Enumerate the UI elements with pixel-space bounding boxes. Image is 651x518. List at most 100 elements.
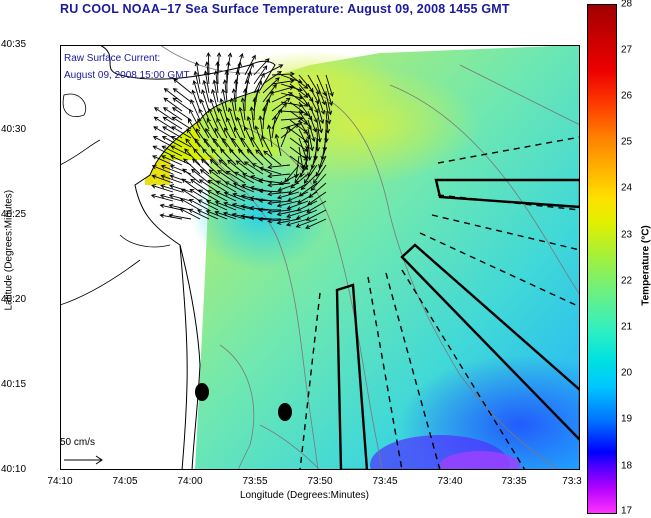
current-vector-arrow	[325, 83, 333, 106]
current-vector-arrow	[289, 74, 308, 89]
current-vector-head	[262, 106, 267, 111]
current-vector-arrow	[298, 146, 304, 169]
colorbar-tick: 27	[621, 44, 633, 56]
current-vector-head	[181, 178, 187, 183]
current-vector-head	[267, 209, 272, 215]
current-vector-head	[226, 117, 231, 123]
current-vector-arrow	[154, 107, 174, 121]
current-vector-arrow	[202, 148, 219, 166]
current-vector-arrow	[191, 90, 201, 112]
current-vector-head	[168, 193, 174, 199]
current-vector-head	[247, 70, 252, 76]
y-tick: 40:15	[1, 379, 27, 390]
current-vector-arrow	[296, 218, 318, 228]
current-vector-head	[184, 148, 189, 154]
current-vector-arrow	[220, 98, 228, 121]
current-vector-head	[242, 173, 248, 178]
current-vector-arrow	[325, 110, 329, 133]
colorbar-tick: 22	[621, 275, 633, 287]
current-vector-head	[250, 175, 256, 180]
current-legend-line1: Raw Surface Current:	[64, 53, 161, 64]
current-vector-head	[172, 97, 178, 102]
current-vector-head	[191, 89, 196, 95]
current-vector-head	[249, 185, 255, 191]
current-vector-head	[203, 70, 209, 76]
current-vector-arrow	[214, 128, 228, 148]
current-vector-head	[249, 62, 254, 68]
map-title: RU COOL NOAA–17 Sea Surface Temperature:…	[60, 2, 510, 16]
current-vector-arrow	[238, 149, 255, 166]
current-vector-arrow	[305, 218, 327, 229]
current-vector-head	[310, 186, 316, 191]
current-vector-head	[249, 215, 254, 221]
current-vector-head	[215, 61, 220, 66]
current-vector-arrow	[307, 137, 311, 160]
current-vector-arrow	[180, 208, 201, 220]
current-vector-arrow	[190, 179, 210, 193]
current-vector-arrow	[268, 125, 273, 148]
current-vector-head	[186, 128, 191, 134]
x-tick: 74:00	[177, 476, 203, 487]
current-vector-head	[151, 164, 157, 170]
current-vector-head	[233, 79, 239, 84]
current-vector-arrow	[284, 164, 300, 183]
current-vector-arrow	[218, 159, 237, 175]
current-vector-arrow	[197, 118, 210, 139]
current-vector-head	[205, 127, 210, 133]
current-vector-head	[317, 137, 322, 143]
current-vector-head	[214, 127, 219, 133]
current-vector-head	[153, 126, 159, 131]
current-vector-head	[321, 100, 326, 106]
current-vector-head	[262, 65, 268, 71]
current-vector-arrow	[161, 175, 183, 184]
current-vector-head	[168, 203, 174, 209]
x-tick: 73:50	[307, 476, 333, 487]
current-vector-arrow	[207, 190, 228, 202]
current-vector-head	[267, 182, 272, 188]
current-vector-arrow	[244, 161, 264, 175]
current-vector-arrow	[316, 119, 321, 142]
current-vector-arrow	[286, 209, 309, 218]
current-vector-arrow	[193, 148, 210, 166]
current-vector-arrow	[210, 159, 228, 175]
current-vector-head	[193, 148, 198, 154]
current-vector-head	[255, 149, 260, 154]
current-vector-arrow	[244, 126, 255, 148]
current-vector-head	[206, 117, 211, 123]
current-vector-head	[235, 70, 241, 75]
current-vector-arrow	[191, 168, 210, 184]
current-vector-head	[278, 64, 284, 69]
colorbar-tick: 20	[621, 367, 633, 379]
current-vector-arrow	[189, 109, 201, 130]
current-vector-arrow	[246, 149, 264, 166]
current-vector-head	[171, 107, 177, 112]
current-vector-head	[240, 213, 246, 219]
current-vector-arrow	[261, 136, 273, 157]
current-vector-arrow	[194, 71, 201, 94]
current-vector-head	[193, 70, 199, 76]
current-vector-head	[232, 192, 238, 198]
current-vector-arrow	[153, 126, 174, 139]
current-vector-head	[251, 163, 257, 168]
current-vector-arrow	[250, 137, 264, 157]
current-vector-head	[180, 188, 186, 193]
current-vector-arrow	[227, 159, 246, 175]
current-vector-head	[206, 52, 211, 57]
current-vector-arrow	[163, 97, 183, 112]
current-vector-head	[227, 159, 232, 165]
current-vector-head	[221, 137, 227, 143]
current-vector-arrow	[169, 184, 192, 193]
current-vector-head	[328, 101, 334, 107]
current-vector-head	[182, 168, 187, 173]
current-vector-arrow	[259, 167, 282, 175]
current-vector-arrow	[152, 155, 174, 166]
current-vector-arrow	[304, 164, 318, 184]
current-vector-head	[251, 54, 256, 60]
current-vector-arrow	[280, 121, 303, 130]
current-vector-head	[300, 164, 305, 170]
current-vector-head	[303, 165, 309, 170]
current-vector-head	[240, 97, 246, 103]
x-tick: 73:45	[372, 476, 398, 487]
sst-map[interactable]	[60, 45, 580, 470]
scale-label: 50 cm/s	[60, 437, 96, 448]
